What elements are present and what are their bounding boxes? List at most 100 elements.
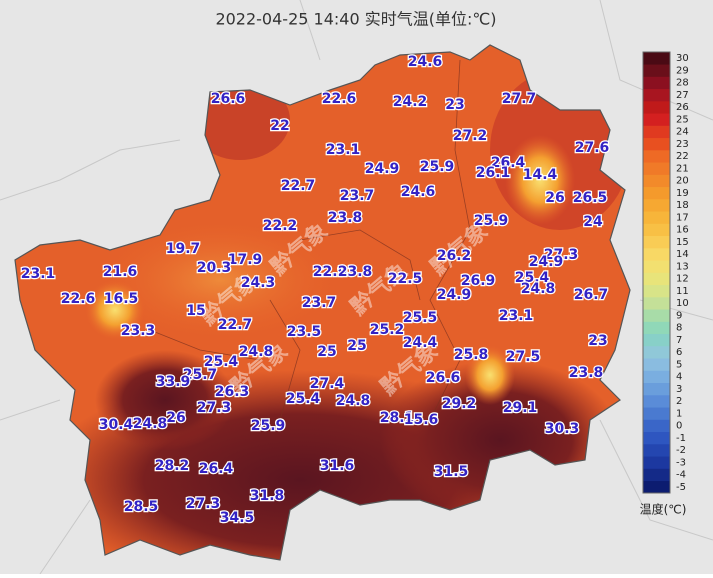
station-reading: 24.6 bbox=[401, 184, 436, 200]
station-reading: 22.9 bbox=[313, 264, 348, 280]
legend-swatch bbox=[643, 407, 670, 420]
legend-swatch bbox=[643, 444, 670, 457]
legend-swatch bbox=[643, 52, 670, 65]
station-reading: 24.8 bbox=[521, 281, 556, 297]
station-reading: 31.8 bbox=[250, 488, 285, 504]
legend-tick-label: 22 bbox=[676, 151, 689, 162]
station-reading: 25.5 bbox=[403, 310, 438, 326]
station-reading: 24.2 bbox=[393, 94, 428, 110]
station-reading: 26.4 bbox=[199, 461, 234, 477]
station-reading: 23 bbox=[445, 97, 464, 113]
station-reading: 31.5 bbox=[434, 464, 469, 480]
legend-tick-label: 21 bbox=[676, 163, 689, 174]
station-reading: 28.1 bbox=[380, 410, 415, 426]
station-reading: 24.4 bbox=[403, 335, 438, 351]
legend-frame bbox=[642, 51, 671, 494]
station-reading: 24.8 bbox=[239, 344, 274, 360]
legend-swatch bbox=[643, 223, 670, 237]
legend-swatch bbox=[643, 480, 670, 494]
legend-swatch bbox=[643, 199, 670, 212]
legend-swatch bbox=[643, 260, 670, 273]
station-reading: 25.2 bbox=[370, 322, 405, 338]
station-reading: 27.4 bbox=[310, 376, 345, 392]
legend-tick-label: 26 bbox=[676, 102, 689, 113]
station-reading: 26.9 bbox=[461, 273, 496, 289]
legend-tick-label: 27 bbox=[676, 90, 689, 101]
station-reading: 23 bbox=[588, 333, 607, 349]
legend-swatch bbox=[643, 88, 670, 102]
legend-tick-label: 11 bbox=[676, 286, 689, 297]
station-reading: 25.9 bbox=[420, 159, 455, 175]
station-reading: 26.7 bbox=[574, 287, 609, 303]
station-reading: 24.8 bbox=[133, 416, 168, 432]
legend-swatch bbox=[643, 125, 670, 139]
station-reading: 22.2 bbox=[263, 218, 298, 234]
station-reading: 27.3 bbox=[197, 400, 232, 416]
legend-tick-label: 30 bbox=[676, 53, 689, 64]
legend-swatch bbox=[643, 76, 670, 90]
station-reading: 22.5 bbox=[388, 271, 423, 287]
legend-tick-label: 24 bbox=[676, 127, 689, 138]
legend-tick-label: 13 bbox=[676, 261, 689, 272]
station-reading: 15 bbox=[186, 303, 205, 319]
station-reading: 25 bbox=[347, 338, 366, 354]
legend-tick-label: 2 bbox=[676, 396, 682, 407]
legend-swatch bbox=[643, 321, 670, 335]
legend-swatch bbox=[643, 284, 670, 298]
station-reading: 22.6 bbox=[61, 291, 96, 307]
legend-tick-label: -3 bbox=[676, 457, 686, 468]
province-outline bbox=[14, 44, 631, 561]
legend-tick-label: 8 bbox=[676, 323, 682, 334]
station-reading: 22.7 bbox=[281, 178, 316, 194]
legend-swatch bbox=[643, 272, 670, 286]
legend-tick-label: 1 bbox=[676, 408, 682, 419]
station-reading: 23.1 bbox=[21, 266, 56, 282]
station-reading: 23.8 bbox=[328, 210, 363, 226]
station-reading: 26.1 bbox=[476, 165, 511, 181]
legend-tick-label: 9 bbox=[676, 310, 682, 321]
legend-swatch bbox=[643, 211, 670, 224]
station-reading: 17.9 bbox=[228, 252, 263, 268]
legend-swatch bbox=[643, 235, 670, 249]
station-reading: 14.4 bbox=[523, 167, 558, 183]
station-reading: 28.2 bbox=[155, 458, 190, 474]
station-reading: 28.5 bbox=[124, 499, 159, 515]
station-reading: 24.6 bbox=[408, 54, 443, 70]
station-reading: 24.8 bbox=[336, 393, 371, 409]
legend-tick-label: -4 bbox=[676, 470, 686, 481]
legend-swatch bbox=[643, 248, 670, 261]
legend-tick-label: 29 bbox=[676, 65, 689, 76]
station-reading: 25.4 bbox=[286, 391, 321, 407]
legend-tick-label: 7 bbox=[676, 335, 682, 346]
legend-swatch bbox=[643, 370, 670, 384]
station-reading: 29.2 bbox=[442, 396, 477, 412]
legend-tick-label: 28 bbox=[676, 78, 689, 89]
legend-tick-label: 16 bbox=[676, 225, 689, 236]
station-reading: 22.7 bbox=[218, 317, 253, 333]
map-title: 2022-04-25 14:40 实时气温(单位:℃) bbox=[215, 10, 496, 29]
station-reading: 25.9 bbox=[251, 418, 286, 434]
legend-swatch bbox=[643, 150, 670, 163]
station-reading: 26.6 bbox=[426, 370, 461, 386]
station-reading: 26.6 bbox=[211, 91, 246, 107]
legend-tick-label: -2 bbox=[676, 445, 686, 456]
station-reading: 19.7 bbox=[166, 241, 201, 257]
legend-tick-label: 20 bbox=[676, 176, 689, 187]
station-reading: 24.9 bbox=[529, 254, 564, 270]
legend-swatch bbox=[643, 419, 670, 433]
station-reading: 22 bbox=[270, 118, 289, 134]
station-reading: 25.8 bbox=[454, 347, 489, 363]
legend-swatch bbox=[643, 395, 670, 408]
station-reading: 23.1 bbox=[326, 142, 361, 158]
legend-tick-label: 25 bbox=[676, 114, 689, 125]
station-reading: 27.5 bbox=[506, 349, 541, 365]
legend-swatch bbox=[643, 346, 670, 359]
station-reading: 26 bbox=[166, 410, 185, 426]
station-reading: 25.4 bbox=[204, 354, 239, 370]
station-reading: 25.9 bbox=[474, 213, 509, 229]
station-reading: 23.1 bbox=[499, 308, 534, 324]
station-reading: 21.6 bbox=[103, 264, 138, 280]
